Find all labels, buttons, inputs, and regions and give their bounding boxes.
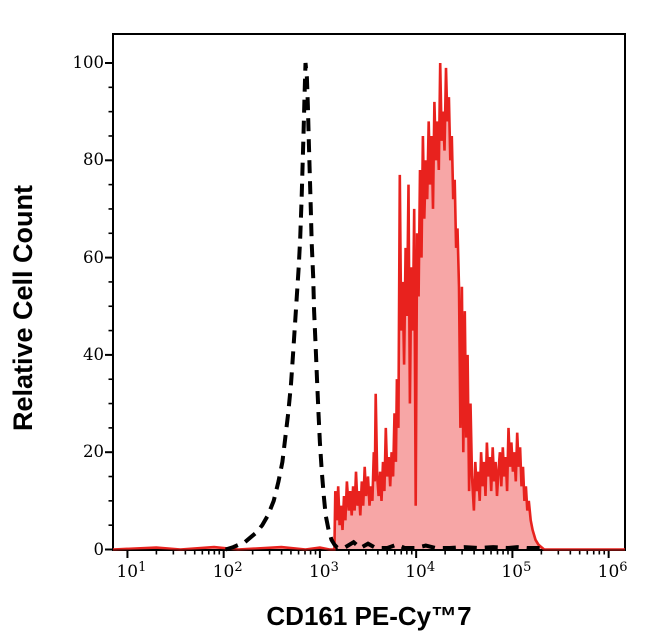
x-tick-label: 103: [308, 560, 339, 582]
plot-frame: [112, 33, 626, 551]
x-tick-label: 102: [212, 560, 243, 582]
x-tick-label: 104: [405, 560, 436, 582]
x-axis-title: CD161 PE-Cy™7: [266, 601, 472, 631]
y-tick-label: 40: [83, 344, 104, 364]
y-tick-label: 100: [72, 53, 105, 72]
y-tick-label: 0: [93, 539, 105, 559]
x-tick-label: 106: [597, 560, 628, 582]
x-tick-label: 101: [116, 560, 147, 582]
axis-ticks: [105, 62, 610, 558]
x-tick-label: 105: [501, 560, 532, 582]
stained-curve: [112, 62, 625, 551]
y-tick-label: 60: [83, 247, 104, 267]
y-tick-label: 20: [83, 442, 104, 462]
control-dashed-curve: [225, 62, 542, 552]
y-tick-label: 80: [83, 150, 104, 170]
y-axis-title: Relative Cell Count: [8, 184, 38, 432]
